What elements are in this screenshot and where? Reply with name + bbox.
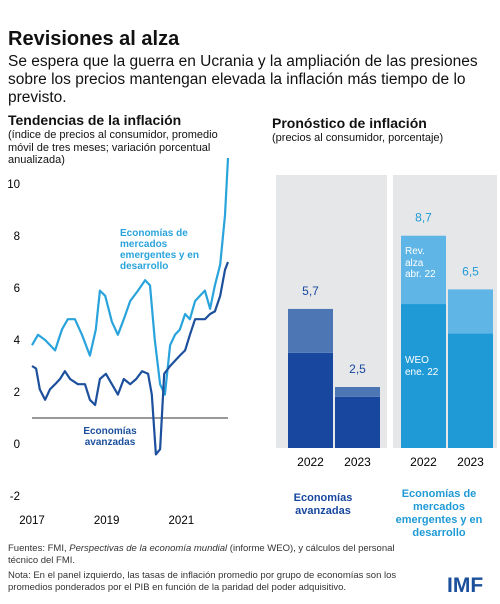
x-tick-label: 2019 [94, 515, 120, 527]
bar-segment [288, 352, 333, 448]
y-tick-label: 8 [14, 231, 20, 243]
bar-segment [448, 333, 493, 448]
page-title: Revisiones al alza [8, 28, 180, 50]
bar-segment [335, 396, 380, 448]
bar-segment [401, 304, 446, 448]
source-text: (informe WEO), y cálculos del personal t… [8, 543, 395, 566]
logo: IMF [447, 574, 484, 597]
line-series [31, 261, 230, 456]
x-tick-label: 2022 [410, 455, 437, 469]
group-label: Economías avanzadas [293, 492, 353, 517]
x-tick-label: 2021 [169, 515, 195, 527]
x-tick-label: 2023 [344, 455, 371, 469]
left-chart-subtitle: (índice de precios al consumidor, promed… [8, 129, 218, 166]
y-tick-label: -2 [10, 491, 20, 503]
right-chart-subtitle: (precios al consumidor, porcentaje) [272, 132, 444, 144]
segment-label: WEO ene. 22 [405, 355, 439, 378]
y-tick-label: 4 [14, 335, 21, 347]
value-label: 8,7 [415, 211, 432, 225]
segment-label: Rev. alza abr. 22 [405, 246, 436, 280]
source-text: Perspectivas de la economía mundial [69, 543, 228, 554]
right-chart-title: Pronóstico de inflación [272, 115, 427, 131]
source: Fuentes: FMI, Perspectivas de la economí… [8, 543, 403, 567]
y-tick-label: 6 [14, 283, 20, 295]
series-label: Economías avanzadas [83, 426, 137, 448]
x-tick-label: 2023 [457, 455, 484, 469]
line-series [31, 157, 230, 396]
x-tick-label: 2017 [19, 515, 45, 527]
page-subtitle: Se espera que la guerra en Ucrania y la … [8, 53, 478, 106]
source-text: Fuentes: FMI, [8, 543, 70, 554]
value-label: 2,5 [349, 362, 366, 376]
left-chart-title: Tendencias de la inflación [8, 112, 182, 128]
bar-segment [288, 308, 333, 353]
series-label: Economías de mercados emergentes y en de… [120, 228, 199, 272]
value-label: 6,5 [462, 264, 479, 278]
y-tick-label: 10 [7, 179, 20, 191]
y-tick-label: 2 [14, 387, 20, 399]
bar-segment [335, 387, 380, 397]
value-label: 5,7 [302, 284, 319, 298]
bar-segment [448, 289, 493, 334]
group-label: Economías de mercados emergentes y en de… [395, 488, 483, 539]
y-tick-label: 0 [14, 439, 20, 451]
note: Nota: En el panel izquierdo, las tasas d… [8, 570, 397, 593]
bar-segment [401, 235, 446, 305]
x-tick-label: 2022 [297, 455, 324, 469]
